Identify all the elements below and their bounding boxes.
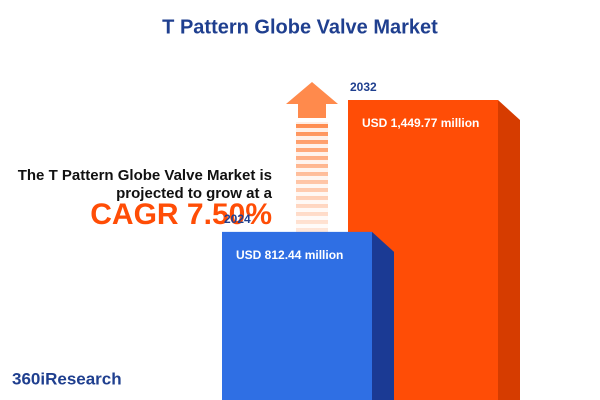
bar (222, 231, 372, 400)
brand-logo: 360iResearch (12, 369, 122, 388)
bar-value-label: USD 812.44 million (236, 248, 343, 262)
subtitle-line: projected to grow at a (116, 185, 273, 202)
x-category-label: 2032 (350, 80, 377, 94)
bar-side (372, 231, 394, 400)
chart-title: T Pattern Globe Valve Market (162, 16, 438, 38)
growth-arrow (286, 82, 338, 272)
bar-value-label: USD 1,449.77 million (362, 116, 479, 130)
bar-side (498, 100, 520, 400)
subtitle-line: The T Pattern Globe Valve Market is (18, 167, 272, 184)
cagr-headline: CAGR 7.50% (90, 198, 272, 231)
x-category-label: 2024 (224, 212, 251, 226)
bars: USD 1,449.77 million 2032 USD 812.44 milli… (222, 80, 520, 400)
